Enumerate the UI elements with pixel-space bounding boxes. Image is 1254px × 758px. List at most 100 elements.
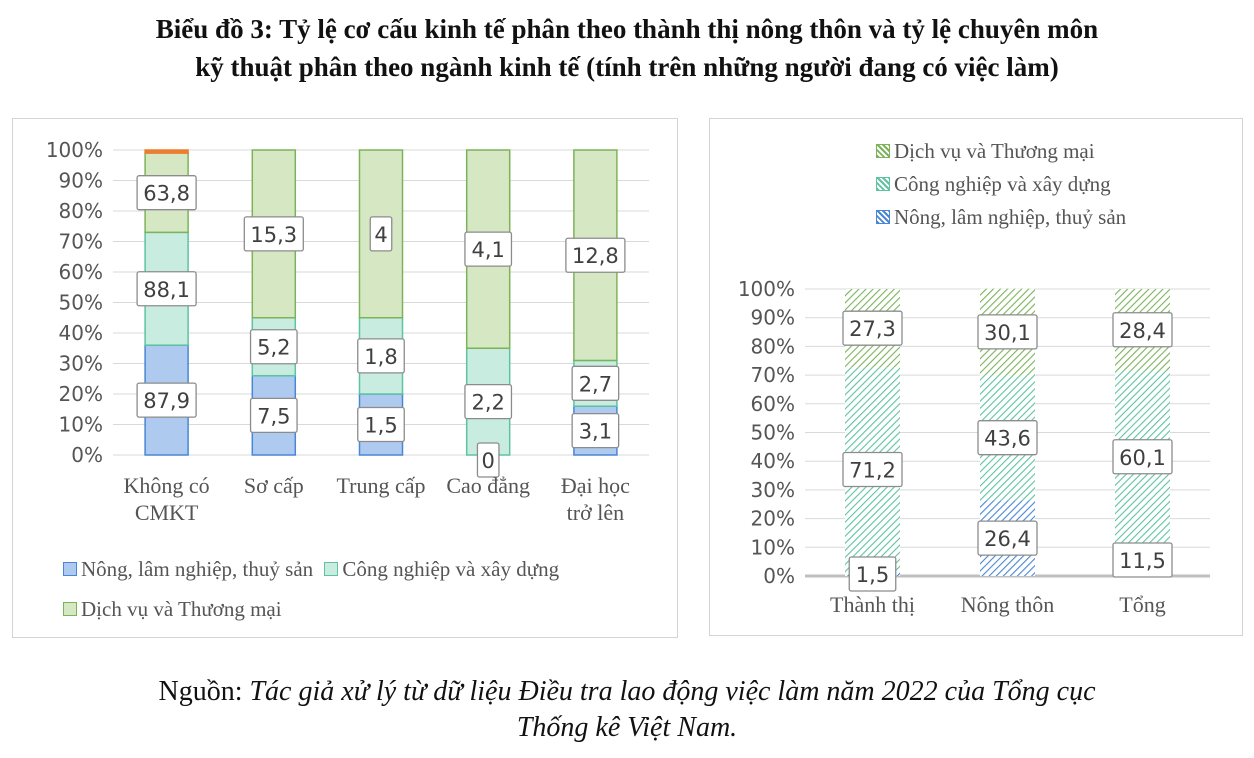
- legend-item-agriculture: Nông, lâm nghiệp, thuỷ sản: [63, 549, 313, 589]
- data-label-service: 4: [369, 216, 393, 252]
- data-label-industry: 2,2: [464, 383, 513, 420]
- svg-text:12,8: 12,8: [572, 244, 619, 268]
- source-line-1: Nguồn: Tác giả xử lý từ dữ liệu Điều tra…: [0, 674, 1254, 710]
- svg-text:4,1: 4,1: [471, 238, 504, 262]
- data-label-agriculture: 7,5: [249, 397, 298, 434]
- right-chart-panel: 0% 10% 20% 30% 40% 50% 60% 70% 80% 90% 100% 1,5 71,2…: [709, 118, 1243, 636]
- left-chart-legend: Nông, lâm nghiệp, thuỷ sản Công nghiệp v…: [63, 549, 663, 629]
- x-category-label: Trung cấp: [336, 473, 425, 498]
- data-label-service: 15,3: [243, 216, 304, 252]
- y-tick-label: 80%: [751, 334, 795, 358]
- data-label-service: 4,1: [464, 231, 513, 267]
- data-label-industry: 71,2: [842, 451, 903, 488]
- y-tick-label: 30%: [751, 478, 795, 502]
- legend-label-service: Dịch vụ và Thương mại: [894, 139, 1095, 163]
- y-tick-label: 30%: [59, 352, 103, 376]
- data-label-industry: 43,6: [977, 420, 1038, 456]
- data-label-industry: 1,8: [357, 338, 405, 374]
- svg-text:15,3: 15,3: [250, 223, 297, 247]
- data-label-agriculture: 26,4: [977, 520, 1038, 556]
- svg-text:26,4: 26,4: [984, 527, 1031, 551]
- x-category-label: CMKT: [135, 500, 199, 525]
- data-label-service: 28,4: [1112, 312, 1173, 348]
- svg-text:27,3: 27,3: [849, 317, 896, 341]
- legend-item-agriculture: Nông, lâm nghiệp, thuỷ sản: [876, 201, 1230, 234]
- svg-text:0: 0: [482, 449, 495, 473]
- data-label-agriculture: 0: [476, 442, 500, 478]
- y-tick-label: 60%: [59, 260, 103, 284]
- y-tick-label: 100%: [46, 138, 103, 162]
- legend-swatch-industry: [876, 177, 890, 191]
- legend-item-industry: Công nghiệp và xây dựng: [876, 168, 1230, 201]
- legend-swatch-service: [876, 144, 890, 158]
- y-tick-label: 90%: [59, 169, 103, 193]
- left-chart-svg: 0% 10% 20% 30% 40% 50% 60% 70% 80% 90% 100% 87,9 88,…: [46, 138, 649, 525]
- svg-text:11,5: 11,5: [1119, 549, 1166, 573]
- x-category-label: Tổng: [1119, 592, 1165, 617]
- svg-text:1,5: 1,5: [856, 563, 889, 587]
- x-category-label: trở lên: [567, 500, 624, 525]
- data-label-service: 27,3: [842, 310, 903, 346]
- y-tick-label: 20%: [751, 507, 795, 531]
- legend-label-industry: Công nghiệp và xây dựng: [894, 172, 1111, 196]
- y-tick-label: 0%: [71, 443, 103, 467]
- legend-item-service: Dịch vụ và Thương mại: [63, 589, 282, 629]
- source-text-2: Thống kê Việt Nam.: [516, 712, 738, 743]
- data-label-agriculture: 3,1: [571, 412, 620, 449]
- y-tick-label: 60%: [751, 392, 795, 416]
- svg-text:2,2: 2,2: [471, 391, 504, 415]
- y-tick-label: 70%: [59, 230, 103, 254]
- legend-label-industry: Công nghiệp và xây dựng: [342, 557, 560, 581]
- data-label-industry: 88,1: [136, 271, 197, 307]
- svg-text:3,1: 3,1: [579, 420, 612, 444]
- data-label-agriculture: 11,5: [1112, 542, 1173, 578]
- x-category-label: Cao đẳng: [446, 473, 530, 498]
- svg-text:71,2: 71,2: [849, 459, 896, 483]
- source-text-1: Tác giả xử lý từ dữ liệu Điều tra lao độ…: [249, 676, 1096, 707]
- chart-title-line-2: kỹ thuật phân theo ngành kinh tế (tính t…: [195, 52, 1059, 82]
- y-tick-label: 10%: [751, 535, 795, 559]
- y-tick-label: 20%: [59, 382, 103, 406]
- legend-label-service: Dịch vụ và Thương mại: [81, 597, 282, 621]
- y-tick-label: 0%: [763, 564, 795, 588]
- svg-text:2,7: 2,7: [579, 372, 612, 396]
- legend-swatch-service: [63, 602, 77, 616]
- legend-label-agriculture: Nông, lâm nghiệp, thuỷ sản: [894, 205, 1127, 229]
- right-chart-svg: 0% 10% 20% 30% 40% 50% 60% 70% 80% 90% 100% 1,5 71,2…: [738, 277, 1210, 617]
- svg-text:4: 4: [374, 223, 387, 247]
- y-tick-label: 70%: [751, 363, 795, 387]
- data-label-service: 63,8: [136, 175, 197, 211]
- svg-text:30,1: 30,1: [984, 321, 1031, 345]
- legend-swatch-agriculture: [876, 210, 890, 224]
- svg-text:88,1: 88,1: [143, 278, 190, 302]
- right-chart-legend: Dịch vụ và Thương mại Công nghiệp và xây…: [876, 135, 1236, 234]
- svg-text:63,8: 63,8: [143, 182, 190, 206]
- source-note: Nguồn: Tác giả xử lý từ dữ liệu Điều tra…: [0, 674, 1254, 746]
- svg-text:60,1: 60,1: [1119, 446, 1166, 470]
- x-category-label: Nông thôn: [961, 592, 1055, 617]
- data-label-service: 12,8: [565, 237, 626, 273]
- legend-item-industry: Công nghiệp và xây dựng: [324, 549, 559, 589]
- svg-text:5,2: 5,2: [257, 336, 290, 360]
- x-category-label: Đại học: [561, 473, 630, 498]
- y-tick-label: 100%: [738, 277, 795, 301]
- svg-text:87,9: 87,9: [143, 389, 190, 413]
- legend-label-agriculture: Nông, lâm nghiệp, thuỷ sản: [81, 557, 314, 581]
- y-tick-label: 40%: [751, 449, 795, 473]
- data-label-industry: 5,2: [249, 329, 298, 365]
- x-category-label: Sơ cấp: [244, 473, 304, 498]
- legend-swatch-industry: [324, 562, 339, 576]
- source-line-2: Thống kê Việt Nam.: [0, 710, 1254, 746]
- y-tick-label: 50%: [59, 291, 103, 315]
- svg-text:1,8: 1,8: [364, 345, 397, 369]
- legend-swatch-agriculture: [63, 562, 77, 576]
- data-label-service: 30,1: [977, 314, 1038, 350]
- svg-text:1,5: 1,5: [364, 414, 397, 438]
- data-label-industry: 60,1: [1112, 439, 1173, 475]
- y-tick-label: 50%: [751, 421, 795, 445]
- svg-text:28,4: 28,4: [1119, 319, 1166, 343]
- data-label-agriculture: 87,9: [136, 382, 197, 418]
- svg-text:43,6: 43,6: [984, 427, 1031, 451]
- chart-title-line-1: Biểu đồ 3: Tỷ lệ cơ cấu kinh tế phân the…: [155, 14, 1099, 44]
- y-tick-label: 10%: [59, 413, 103, 437]
